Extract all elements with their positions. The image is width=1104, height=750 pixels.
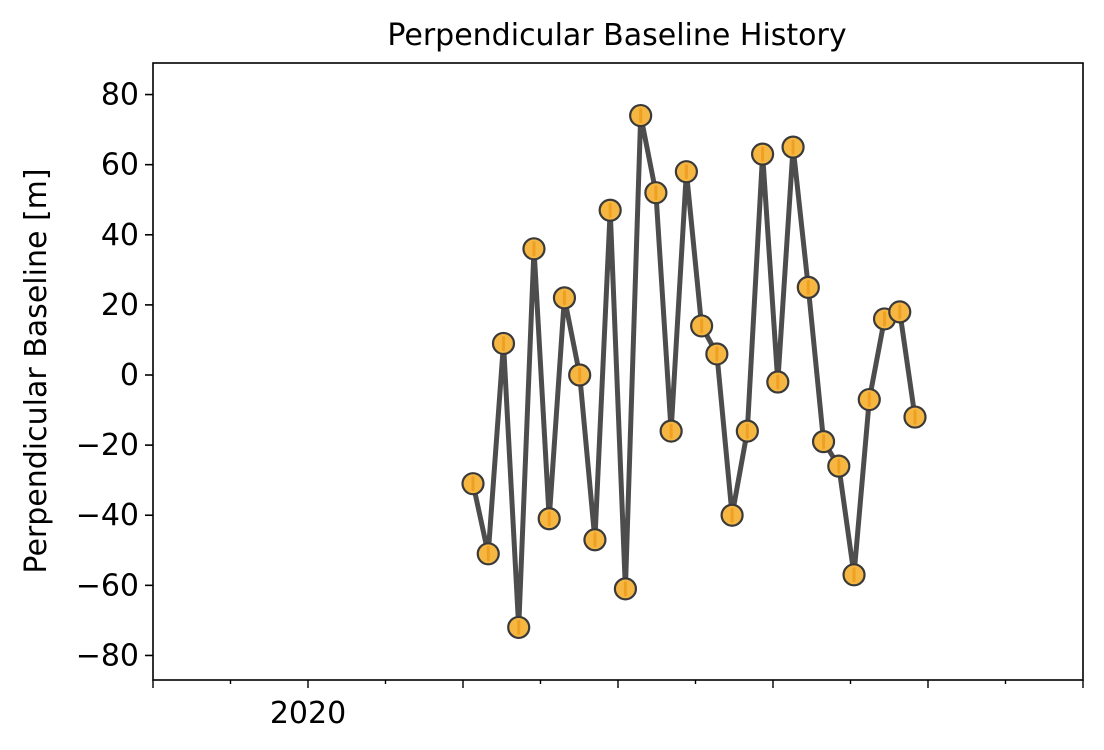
y-tick-label: 60 <box>101 148 139 183</box>
x-ticks: 2020 <box>152 680 1084 731</box>
chart-title: Perpendicular Baseline History <box>387 18 846 53</box>
y-tick-label: −80 <box>76 638 139 673</box>
y-tick-label: −20 <box>76 428 139 463</box>
x-tick-label: 2020 <box>270 696 346 731</box>
y-tick-label: 40 <box>101 218 139 253</box>
y-ticks: −80 −60 −40 −20 0 20 40 60 80 <box>76 78 153 673</box>
axes-frame <box>152 62 1084 681</box>
y-tick-label: 0 <box>120 358 139 393</box>
y-tick-label: −60 <box>76 568 139 603</box>
y-tick-label: 80 <box>101 78 139 113</box>
y-tick-label: −40 <box>76 498 139 533</box>
y-tick-label: 20 <box>101 288 139 323</box>
plot-area <box>461 103 927 640</box>
y-axis-label: Perpendicular Baseline [m] <box>19 168 54 573</box>
baseline-series-line <box>470 113 918 630</box>
